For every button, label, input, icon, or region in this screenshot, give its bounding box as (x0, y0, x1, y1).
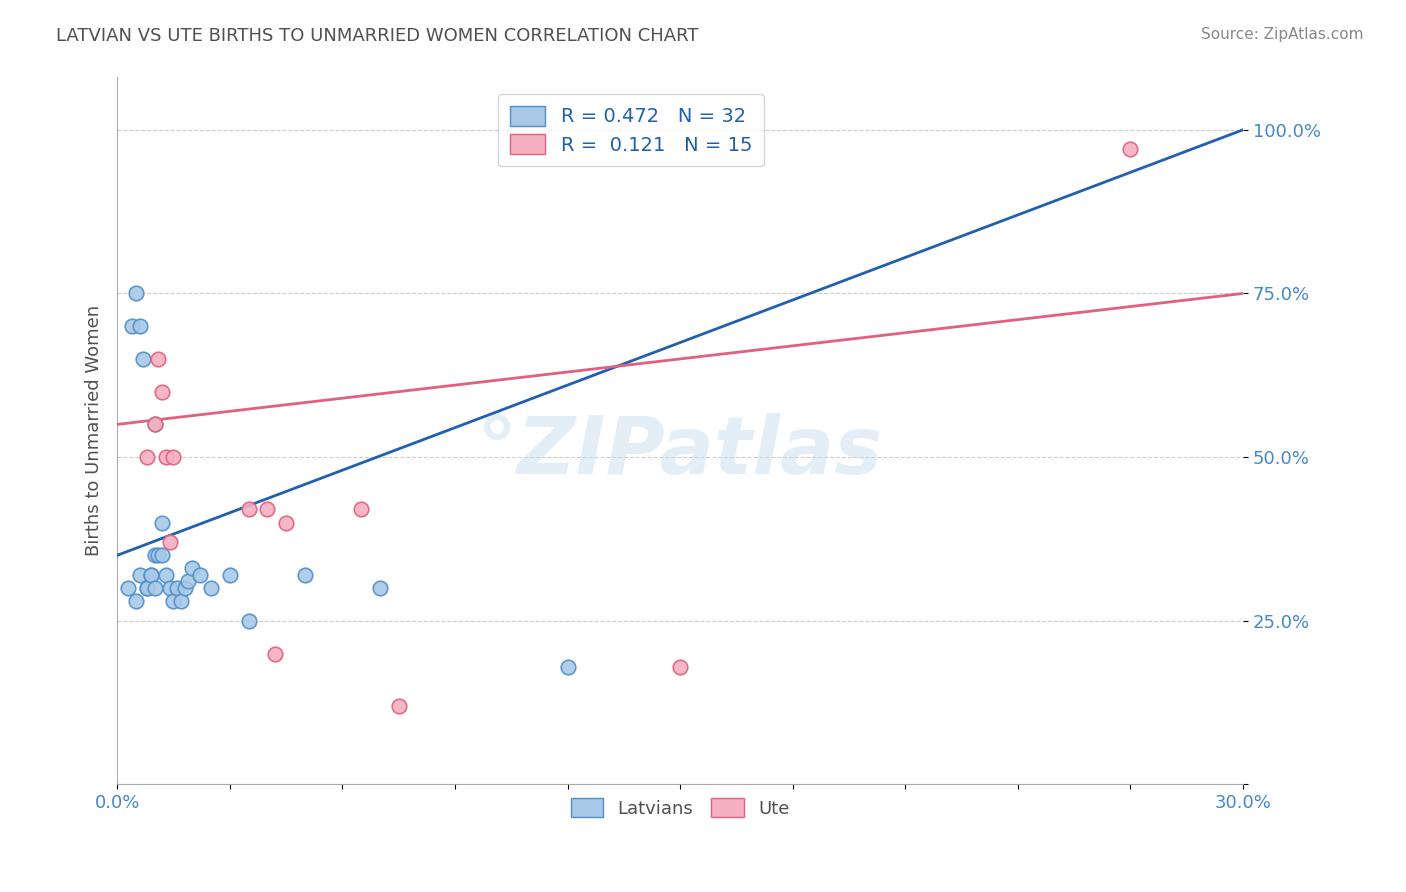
Point (170, 594, 193, 608)
Point (125, 286, 148, 301)
Point (173, 581, 195, 595)
Point (159, 581, 181, 595)
Point (238, 502, 260, 516)
Point (188, 568, 211, 582)
Point (166, 581, 188, 595)
Y-axis label: Births to Unmarried Women: Births to Unmarried Women (86, 305, 103, 557)
Point (155, 568, 177, 582)
Point (177, 574, 200, 589)
Point (256, 502, 278, 516)
Point (669, 659, 692, 673)
Text: LATVIAN VS UTE BIRTHS TO UNMARRIED WOMEN CORRELATION CHART: LATVIAN VS UTE BIRTHS TO UNMARRIED WOMEN… (56, 27, 699, 45)
Point (139, 568, 162, 582)
Point (139, 568, 162, 582)
Legend: Latvians, Ute: Latvians, Ute (564, 791, 797, 825)
Point (136, 581, 159, 595)
Point (162, 594, 184, 608)
Point (155, 450, 177, 464)
Point (117, 581, 139, 595)
Point (136, 450, 159, 464)
Point (218, 568, 240, 582)
Point (263, 647, 285, 661)
Point (150, 549, 173, 563)
Point (143, 417, 166, 432)
Point (388, 698, 411, 713)
Point (143, 417, 166, 432)
Point (238, 614, 260, 628)
Point (368, 581, 391, 595)
Point (200, 581, 222, 595)
Point (128, 568, 150, 582)
Point (121, 319, 143, 334)
Point (128, 319, 150, 334)
Point (150, 384, 173, 399)
Point (150, 516, 173, 530)
Point (350, 502, 373, 516)
Point (181, 561, 204, 575)
Point (148, 351, 170, 366)
Point (274, 516, 297, 530)
Point (162, 450, 184, 464)
Point (136, 581, 159, 595)
Point (557, 659, 579, 673)
Point (143, 581, 166, 595)
Text: °ZIPatlas: °ZIPatlas (478, 413, 883, 491)
Point (148, 549, 170, 563)
Text: Source: ZipAtlas.com: Source: ZipAtlas.com (1201, 27, 1364, 42)
Point (125, 594, 148, 608)
Point (1119, 143, 1142, 157)
Point (132, 351, 155, 366)
Point (143, 549, 166, 563)
Point (159, 535, 181, 549)
Point (294, 568, 316, 582)
